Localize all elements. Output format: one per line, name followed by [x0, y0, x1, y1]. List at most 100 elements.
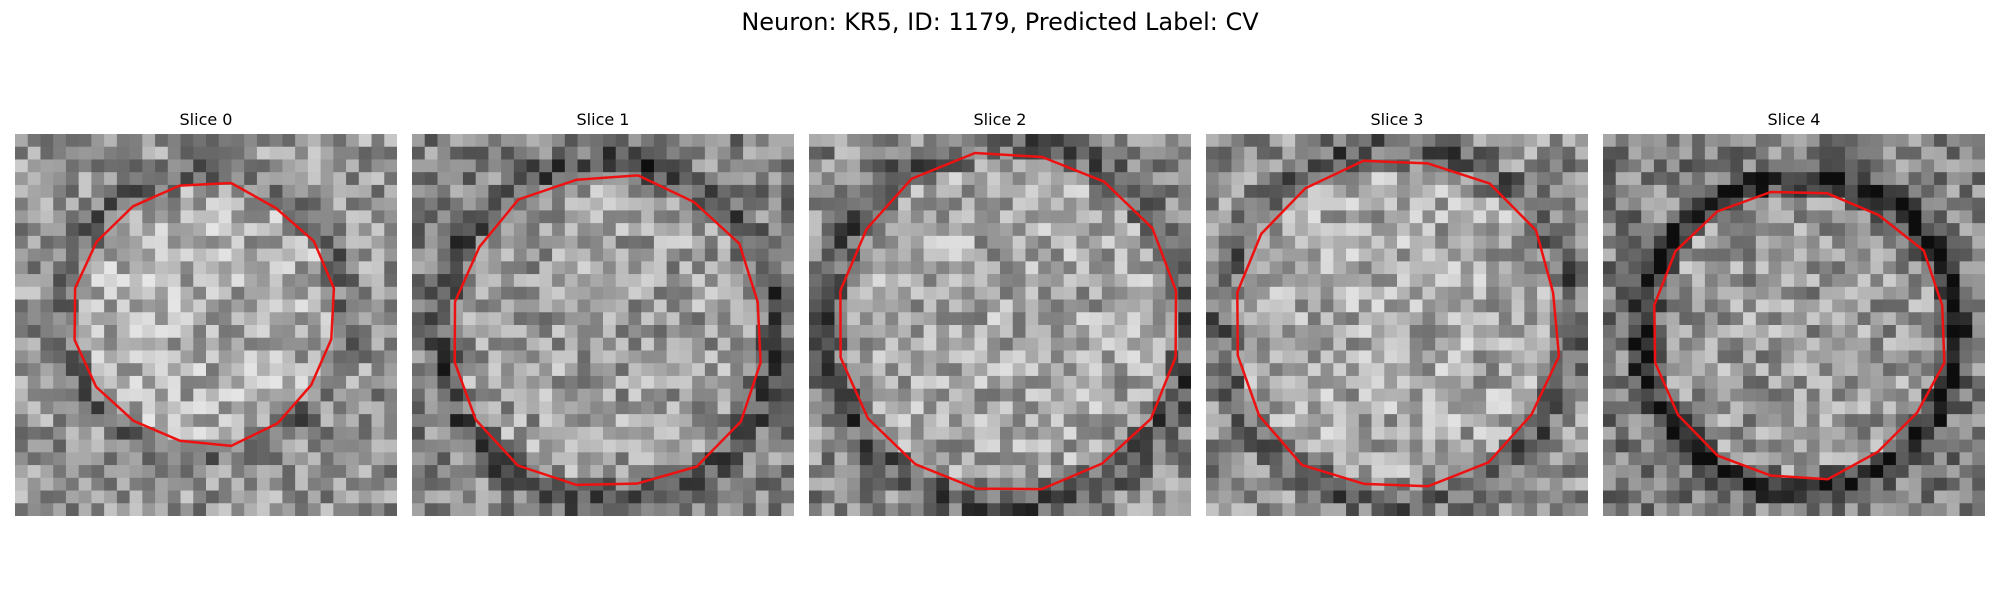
image-pixel: [142, 210, 156, 224]
image-pixel: [1050, 261, 1065, 275]
image-pixel: [781, 337, 794, 352]
image-pixel: [1743, 223, 1757, 237]
image-pixel: [256, 337, 271, 352]
image-pixel: [936, 337, 950, 352]
image-pixel: [180, 350, 194, 364]
image-pixel: [1549, 414, 1564, 428]
image-pixel: [1320, 452, 1334, 466]
image-pixel: [424, 350, 439, 364]
image-pixel: [424, 325, 439, 339]
image-pixel: [1269, 388, 1283, 402]
image-pixel: [577, 146, 591, 161]
image-pixel: [717, 465, 731, 479]
image-pixel: [1320, 325, 1334, 339]
image-pixel: [1346, 261, 1360, 275]
image-pixel: [1358, 503, 1373, 516]
image-pixel: [346, 414, 360, 428]
image-pixel: [1883, 235, 1897, 250]
image-pixel: [1127, 299, 1141, 313]
image-pixel: [1628, 235, 1642, 250]
image-pixel: [218, 375, 233, 390]
image-pixel: [1371, 465, 1385, 479]
image-pixel: [1256, 350, 1271, 364]
image-pixel: [244, 159, 258, 173]
image-pixel: [424, 172, 439, 186]
image-pixel: [1806, 159, 1821, 173]
image-pixel: [923, 172, 937, 186]
image-pixel: [1870, 363, 1884, 377]
image-pixel: [1498, 134, 1513, 148]
image-pixel: [1371, 337, 1385, 352]
image-pixel: [898, 261, 912, 275]
image-pixel: [1883, 274, 1897, 288]
image-pixel: [1165, 184, 1179, 199]
image-pixel: [743, 363, 757, 377]
image-pixel: [1460, 286, 1474, 301]
image-pixel: [704, 465, 719, 479]
image-pixel: [1870, 477, 1884, 492]
image-pixel: [1473, 490, 1487, 504]
image-pixel: [1666, 134, 1680, 148]
image-pixel: [1743, 350, 1757, 364]
image-pixel: [768, 414, 782, 428]
image-pixel: [564, 248, 579, 262]
image-pixel: [1101, 197, 1116, 211]
image-pixel: [462, 146, 477, 161]
image-pixel: [475, 337, 489, 352]
image-pixel: [872, 248, 886, 262]
image-pixel: [513, 184, 528, 199]
image-pixel: [1282, 363, 1296, 377]
image-pixel: [1562, 197, 1576, 211]
image-pixel: [1307, 439, 1322, 453]
image-pixel: [1231, 210, 1245, 224]
image-pixel: [923, 286, 937, 301]
image-pixel: [859, 172, 874, 186]
image-pixel: [1025, 210, 1039, 224]
image-pixel: [15, 146, 29, 161]
image-pixel: [1717, 172, 1731, 186]
image-pixel: [65, 452, 80, 466]
image-pixel: [1089, 184, 1103, 199]
image-pixel: [218, 159, 233, 173]
image-pixel: [244, 350, 258, 364]
image-pixel: [1269, 223, 1283, 237]
image-pixel: [65, 223, 80, 237]
image-pixel: [1473, 159, 1487, 173]
image-pixel: [1498, 299, 1513, 313]
image-pixel: [1615, 337, 1630, 352]
image-pixel: [424, 299, 439, 313]
image-pixel: [1076, 426, 1090, 441]
image-pixel: [1244, 490, 1258, 504]
image-pixel: [1615, 184, 1630, 199]
image-pixel: [1320, 350, 1334, 364]
image-pixel: [859, 210, 874, 224]
image-pixel: [615, 337, 630, 352]
image-pixel: [1972, 261, 1985, 275]
image-pixel: [1101, 235, 1116, 250]
image-pixel: [821, 337, 836, 352]
image-pixel: [358, 312, 373, 326]
image-pixel: [15, 350, 29, 364]
image-pixel: [91, 286, 105, 301]
image-pixel: [704, 274, 719, 288]
image-pixel: [1089, 134, 1103, 148]
image-pixel: [1883, 312, 1897, 326]
image-pixel: [615, 363, 630, 377]
image-pixel: [590, 350, 604, 364]
image-pixel: [437, 159, 451, 173]
image-pixel: [1178, 337, 1191, 352]
image-pixel: [1447, 184, 1462, 199]
image-pixel: [333, 261, 347, 275]
image-pixel: [1562, 337, 1576, 352]
image-pixel: [142, 465, 156, 479]
image-pixel: [679, 401, 693, 415]
image-pixel: [424, 426, 439, 441]
image-pixel: [1050, 388, 1065, 402]
image-pixel: [488, 363, 502, 377]
image-pixel: [269, 503, 283, 516]
image-pixel: [974, 414, 988, 428]
image-pixel: [961, 375, 976, 390]
image-pixel: [116, 388, 131, 402]
image-pixel: [1089, 503, 1103, 516]
image-pixel: [501, 477, 515, 492]
